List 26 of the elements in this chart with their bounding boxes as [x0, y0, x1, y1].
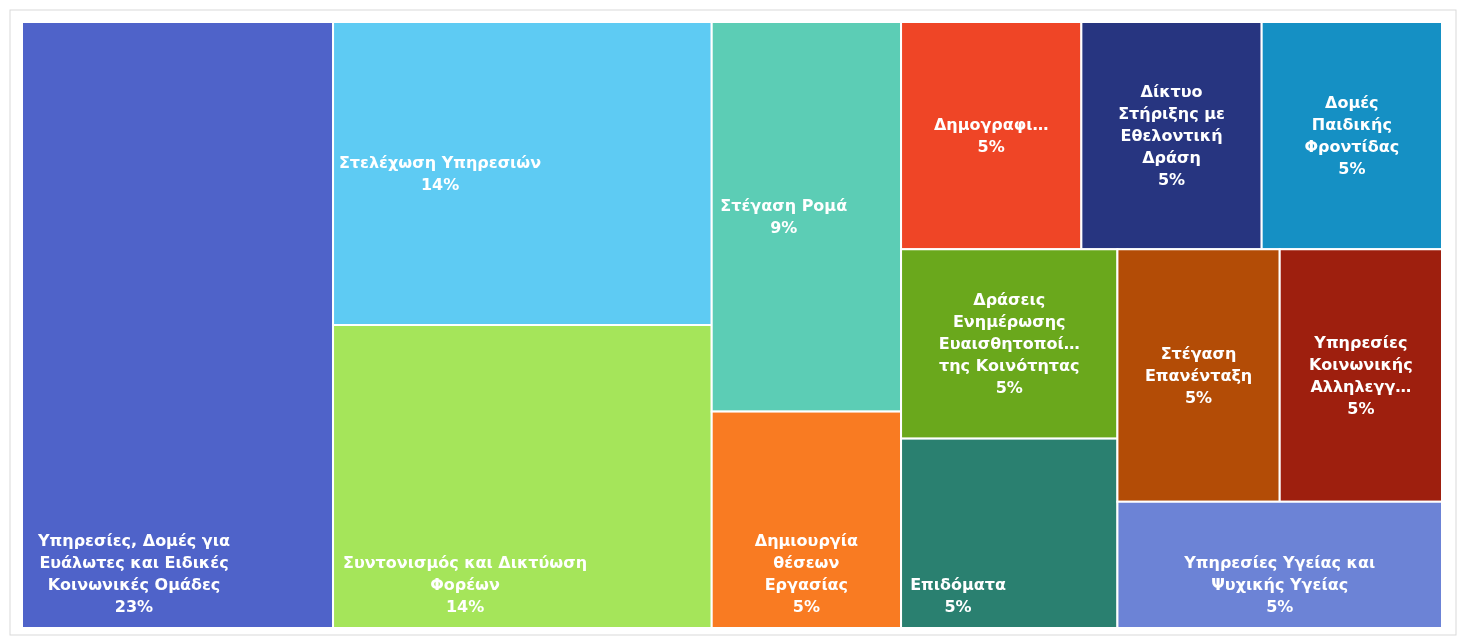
category-label: Στέγαση Ρομά: [720, 195, 848, 215]
data-label: 5%: [1266, 597, 1294, 616]
data-label: 9%: [770, 217, 798, 237]
category-label: Δημογραφι…: [933, 114, 1049, 134]
category-label: Στελέχωση Υπηρεσιών: [338, 152, 542, 172]
data-label: 5%: [1347, 398, 1375, 418]
data-label: 5%: [944, 597, 972, 616]
category-label: Επιδόματα: [910, 575, 1006, 594]
data-label: 5%: [1157, 169, 1186, 189]
category-label: Δράσεις Ενημέρωσης Ευαισθητοποί… της Κοινότητας: [938, 289, 1080, 375]
category-label: Υπηρεσίες Υγείας και Ψυχικής Υγείας: [1183, 553, 1376, 594]
category-label: Υπηρεσίες Κοινωνικής Αλληλεγγ…: [1308, 332, 1413, 396]
category-label: Δίκτυο Στήριξης με Εθελοντική Δράση: [1118, 81, 1225, 167]
data-label: 5%: [1184, 387, 1213, 407]
data-label: 14%: [445, 597, 485, 616]
data-label: 5%: [977, 136, 1005, 156]
category-label: Δομές Παιδικής Φροντίδας: [1304, 92, 1400, 156]
category-label: Συντονισμός και Δικτύωση Φορέων: [342, 553, 588, 594]
data-label: 5%: [792, 597, 820, 616]
category-label: Υπηρεσίες, Δομές για Ευάλωτες και Ειδικές Κοινωνικές Ομάδες: [37, 531, 230, 594]
category-label: Στέγαση Επανένταξη: [1144, 343, 1253, 385]
data-label: 5%: [995, 377, 1023, 397]
data-label: 23%: [114, 597, 154, 616]
category-label: Δημιουργία θέσεων Εργασίας: [754, 531, 858, 594]
data-label: 5%: [1338, 158, 1366, 178]
data-label: 14%: [420, 174, 460, 194]
